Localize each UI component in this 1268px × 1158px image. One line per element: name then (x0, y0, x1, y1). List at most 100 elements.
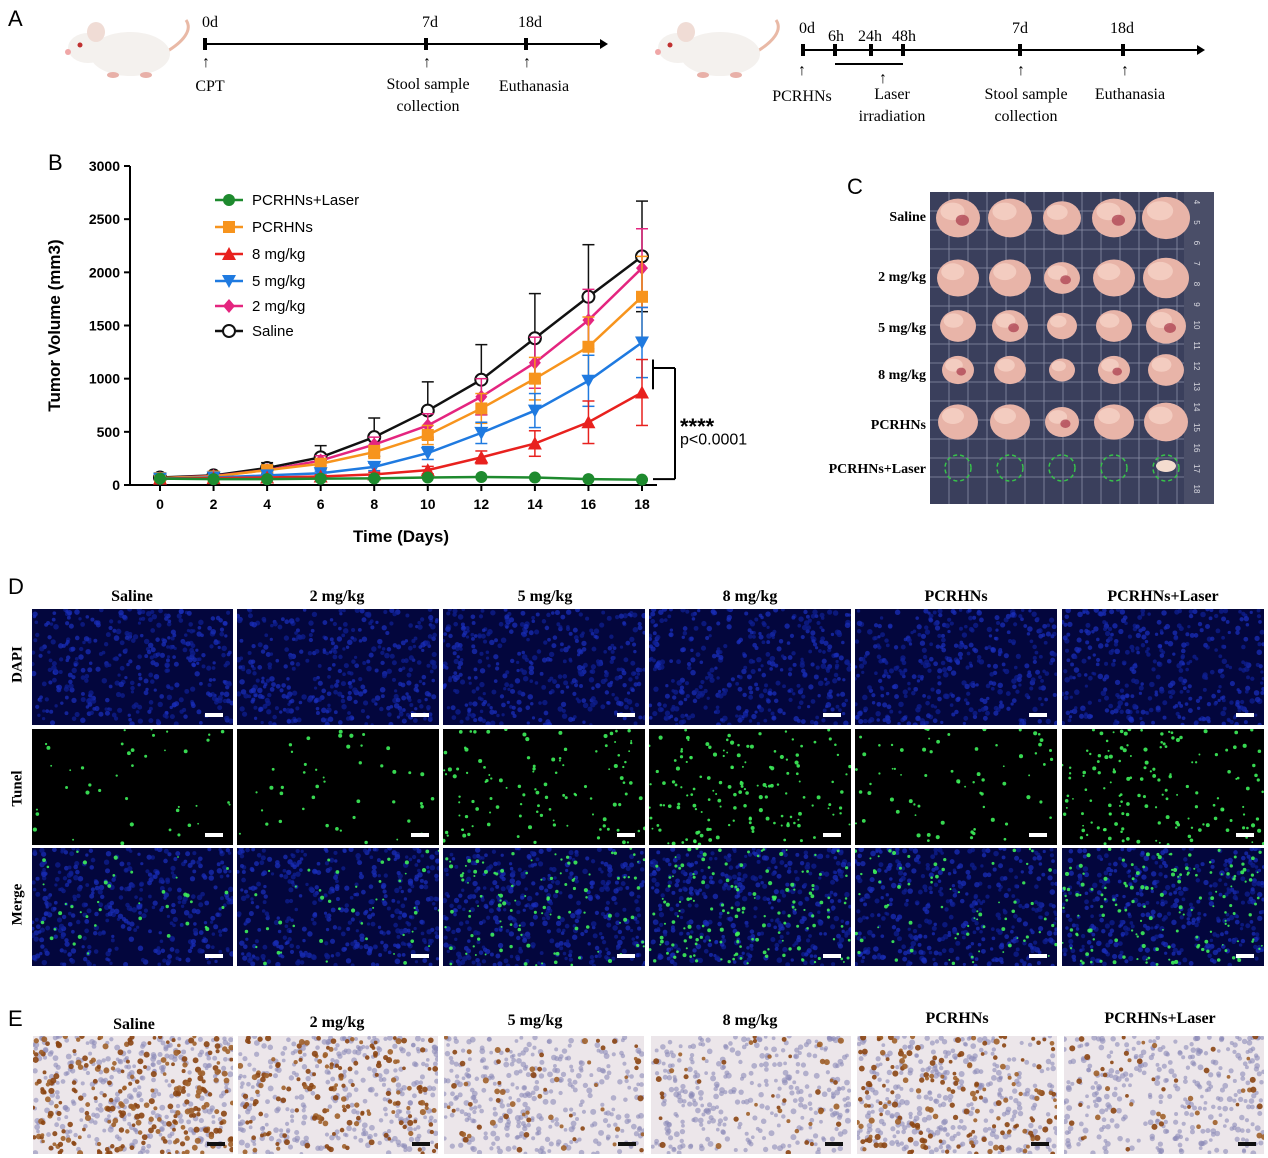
tunel-dot (517, 784, 522, 789)
nucleus-dot (507, 915, 513, 921)
nucleus-dot (87, 701, 93, 707)
tunel-dot (780, 824, 783, 827)
nucleus-dot (98, 651, 103, 657)
nucleus-dot (561, 713, 568, 719)
nucleus-dot (1181, 662, 1186, 666)
nucleus-dot (609, 634, 614, 639)
tunel-dot (878, 772, 881, 775)
nucleus-dot (389, 621, 394, 626)
nucleus-dot (1203, 642, 1208, 648)
nucleus-dot (992, 663, 999, 669)
nucleus-dot (372, 872, 378, 878)
tunel-dot (899, 748, 904, 752)
nucleus-dot (806, 704, 811, 709)
nucleus-dot (1240, 706, 1245, 711)
tunel-dot (861, 819, 866, 823)
nucleus-dot (1198, 717, 1202, 721)
nucleus-dot (122, 614, 127, 620)
nucleus-dot (885, 643, 890, 648)
nucleus-dot (342, 621, 348, 627)
tunel-dot (583, 911, 586, 914)
nucleus-dot (321, 688, 327, 694)
nucleus-dot (251, 954, 256, 958)
tunel-dot (574, 926, 579, 931)
nucleus-dot (634, 675, 639, 680)
nucleus-dot (1077, 672, 1082, 678)
nucleus-dot (699, 850, 704, 855)
nucleus-dot (490, 610, 496, 616)
nucleus-dot (629, 707, 634, 711)
nucleus-dot (530, 702, 534, 706)
nucleus-dot (957, 643, 964, 650)
nucleus-dot (485, 656, 490, 660)
nucleus-dot (76, 886, 83, 892)
nucleus-dot (156, 622, 162, 628)
nucleus-dot (520, 873, 526, 879)
nucleus-dot (350, 963, 355, 966)
nucleus-dot (718, 654, 724, 660)
nucleus-dot (193, 922, 197, 926)
nucleus-dot (216, 862, 221, 867)
tunel-dot (845, 773, 848, 776)
nucleus-dot (375, 620, 379, 625)
nucleus-dot (55, 862, 61, 868)
tunel-dot (1234, 730, 1239, 735)
nucleus-dot (1040, 679, 1044, 683)
nucleus-dot (428, 938, 432, 943)
nucleus-dot (995, 628, 999, 632)
nucleus-dot (503, 609, 508, 612)
tunel-dot (120, 742, 124, 746)
nucleus-dot (518, 946, 522, 951)
nucleus-dot (303, 852, 308, 857)
nucleus-dot (714, 955, 720, 961)
nucleus-dot (1187, 684, 1192, 689)
nucleus-dot (241, 869, 246, 874)
tunel-dot (205, 926, 210, 931)
nucleus-dot (332, 654, 338, 660)
nucleus-dot (85, 705, 90, 709)
nucleus-dot (779, 668, 784, 672)
nucleus-dot (1102, 609, 1107, 613)
nucleus-dot (211, 666, 216, 670)
tumor-sample (1044, 262, 1080, 294)
nucleus-dot (547, 678, 552, 683)
nucleus-dot (431, 651, 437, 657)
nucleus-dot (85, 615, 90, 619)
tunel-dot (727, 733, 731, 738)
nucleus-dot (873, 623, 879, 628)
tunel-dot (1042, 763, 1046, 766)
nucleus-dot (856, 673, 860, 678)
nucleus-dot (463, 899, 469, 904)
tunel-dot (220, 729, 225, 734)
nucleus-dot (453, 897, 460, 904)
nucleus-dot (71, 929, 75, 934)
nucleus-dot (333, 850, 338, 855)
nucleus-dot (681, 635, 685, 639)
nucleus-dot (1006, 706, 1011, 711)
nucleus-dot (485, 721, 491, 725)
nucleus-dot (151, 613, 158, 620)
tunel-dot (608, 959, 613, 963)
tunel-dot (1089, 752, 1092, 756)
legend-item: Saline (215, 323, 294, 340)
nucleus-dot (67, 921, 73, 927)
nucleus-dot (250, 885, 256, 891)
nucleus-dot (299, 857, 304, 861)
nucleus-dot (926, 662, 931, 668)
nucleus-dot (761, 672, 767, 678)
nucleus-dot (383, 894, 388, 899)
tunel-dot (532, 764, 536, 768)
nucleus-dot (174, 682, 180, 688)
nucleus-dot (1205, 609, 1210, 612)
nucleus-dot (432, 632, 437, 638)
scale-bar (205, 954, 223, 958)
nucleus-dot (497, 643, 503, 649)
tunel-dot (796, 764, 800, 768)
tunel-dot (608, 768, 611, 771)
nucleus-dot (494, 638, 498, 643)
nucleus-dot (93, 931, 98, 936)
nucleus-dot (630, 671, 636, 677)
nucleus-dot (585, 856, 590, 861)
nucleus-dot (368, 907, 373, 912)
nucleus-dot (551, 866, 557, 873)
